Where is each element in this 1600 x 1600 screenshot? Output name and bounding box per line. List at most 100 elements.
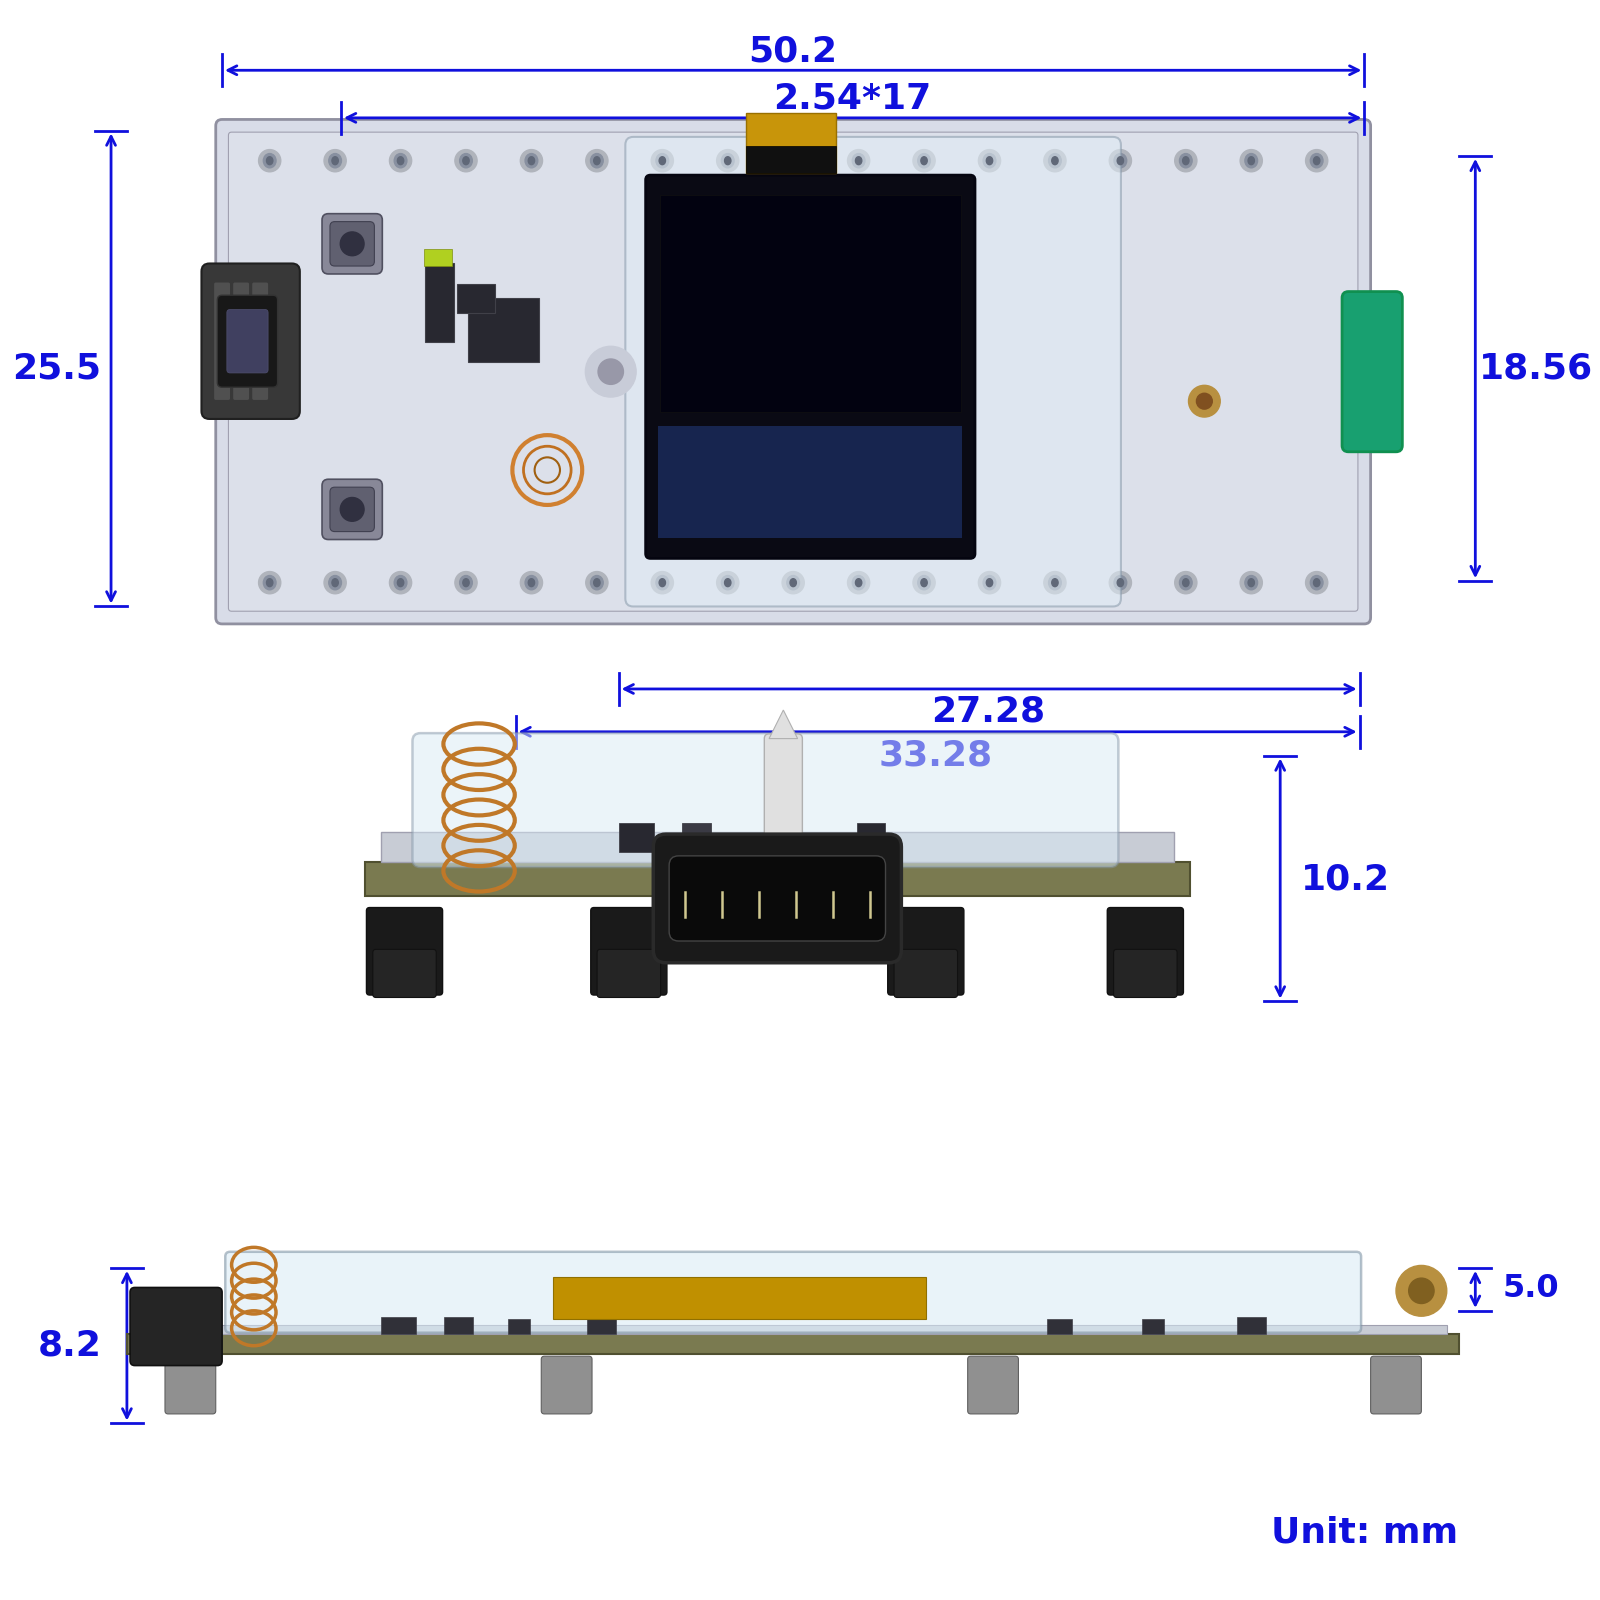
Bar [658,426,962,538]
FancyBboxPatch shape [1142,1320,1165,1334]
FancyBboxPatch shape [669,856,885,941]
Ellipse shape [856,157,862,165]
FancyBboxPatch shape [130,1288,222,1365]
Ellipse shape [1174,149,1197,171]
Ellipse shape [259,149,280,171]
Ellipse shape [986,579,992,587]
FancyBboxPatch shape [226,1251,1362,1333]
FancyBboxPatch shape [590,907,667,995]
Ellipse shape [1314,157,1320,165]
Text: 50.2: 50.2 [749,34,838,69]
FancyBboxPatch shape [765,734,802,851]
FancyBboxPatch shape [424,248,453,266]
Ellipse shape [525,154,538,168]
FancyBboxPatch shape [366,907,443,995]
Ellipse shape [782,571,805,594]
FancyBboxPatch shape [587,1317,616,1334]
FancyBboxPatch shape [216,120,1371,624]
Ellipse shape [1109,571,1131,594]
Ellipse shape [782,149,805,171]
Ellipse shape [1240,149,1262,171]
FancyBboxPatch shape [322,214,382,274]
Ellipse shape [790,579,797,587]
Ellipse shape [1048,154,1061,168]
Ellipse shape [918,154,931,168]
Ellipse shape [328,576,341,590]
FancyBboxPatch shape [653,834,901,963]
Ellipse shape [656,154,669,168]
FancyBboxPatch shape [322,480,382,539]
Ellipse shape [259,571,280,594]
FancyBboxPatch shape [426,262,454,342]
FancyBboxPatch shape [646,174,974,558]
FancyBboxPatch shape [330,486,374,531]
Bar [126,1334,1459,1354]
Ellipse shape [659,157,666,165]
Ellipse shape [1117,157,1123,165]
Ellipse shape [520,571,542,594]
FancyBboxPatch shape [330,222,374,266]
Text: 10.2: 10.2 [1301,862,1390,896]
Ellipse shape [459,154,472,168]
Bar [381,832,1174,861]
Ellipse shape [1179,154,1192,168]
Ellipse shape [394,154,406,168]
FancyBboxPatch shape [888,907,963,995]
Ellipse shape [848,149,870,171]
Ellipse shape [1245,154,1258,168]
Ellipse shape [722,154,734,168]
Text: 8.2: 8.2 [38,1328,102,1363]
Ellipse shape [590,576,603,590]
Ellipse shape [982,576,995,590]
FancyBboxPatch shape [413,733,1118,867]
Ellipse shape [586,149,608,171]
FancyBboxPatch shape [165,1357,216,1414]
FancyBboxPatch shape [467,298,539,362]
Ellipse shape [325,149,346,171]
Ellipse shape [1306,149,1328,171]
Ellipse shape [853,576,866,590]
Text: 33.28: 33.28 [878,739,994,773]
Ellipse shape [1109,149,1131,171]
Text: 5.0: 5.0 [1502,1274,1558,1304]
FancyBboxPatch shape [1046,1320,1072,1334]
Ellipse shape [922,579,928,587]
Circle shape [1408,1278,1434,1304]
Ellipse shape [659,579,666,587]
FancyBboxPatch shape [541,1357,592,1414]
Ellipse shape [267,579,274,587]
Ellipse shape [918,576,931,590]
Bar [659,195,960,411]
Ellipse shape [1314,579,1320,587]
Ellipse shape [725,579,731,587]
Ellipse shape [462,579,469,587]
Ellipse shape [1117,579,1123,587]
FancyBboxPatch shape [373,949,437,997]
Circle shape [728,346,779,397]
Ellipse shape [459,576,472,590]
Ellipse shape [986,157,992,165]
FancyBboxPatch shape [227,309,269,373]
Ellipse shape [853,154,866,168]
Ellipse shape [1182,157,1189,165]
FancyBboxPatch shape [253,283,269,400]
Ellipse shape [717,149,739,171]
Ellipse shape [1248,579,1254,587]
Ellipse shape [331,157,338,165]
Ellipse shape [651,571,674,594]
Ellipse shape [982,154,995,168]
FancyBboxPatch shape [968,1357,1019,1414]
Ellipse shape [325,571,346,594]
FancyBboxPatch shape [202,264,299,419]
Circle shape [341,498,365,522]
Ellipse shape [520,149,542,171]
FancyBboxPatch shape [1114,949,1178,997]
Ellipse shape [454,149,477,171]
Ellipse shape [462,157,469,165]
Ellipse shape [1114,154,1126,168]
Ellipse shape [978,571,1000,594]
Ellipse shape [1051,579,1058,587]
Text: 18.56: 18.56 [1478,352,1592,386]
Ellipse shape [1114,576,1126,590]
Ellipse shape [1310,576,1323,590]
